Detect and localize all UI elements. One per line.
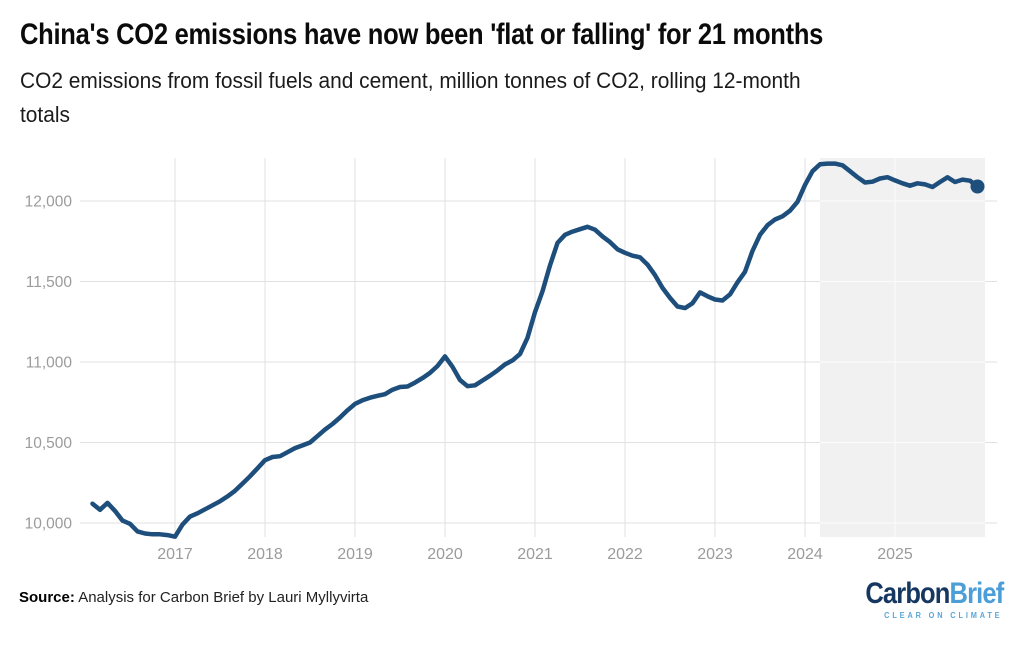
line-chart: 12,000 11,500 11,000 10,500 10,000 2017 … xyxy=(25,158,997,563)
y-tick-label: 10,500 xyxy=(25,435,73,452)
logo-tagline: CLEAR ON CLIMATE xyxy=(883,611,1003,620)
y-tick-label: 10,000 xyxy=(25,516,73,533)
source-text: Analysis for Carbon Brief by Lauri Mylly… xyxy=(74,589,369,606)
emissions-line xyxy=(90,161,980,539)
chart-subtitle-line-1: CO2 emissions from fossil fuels and ceme… xyxy=(20,68,801,93)
y-tick-label: 11,000 xyxy=(26,355,73,372)
latest-point-dot xyxy=(970,179,985,194)
x-tick-label: 2017 xyxy=(157,546,193,563)
x-tick-label: 2018 xyxy=(247,546,283,563)
source-label: Source: xyxy=(19,589,75,606)
chart-subtitle-line-2: totals xyxy=(20,102,70,127)
x-tick-label: 2021 xyxy=(517,546,553,563)
emissions-series xyxy=(90,161,985,539)
carbonbrief-logo: CarbonBrief CLEAR ON CLIMATE xyxy=(841,577,1004,621)
highlight-band xyxy=(820,158,985,537)
x-tick-label: 2019 xyxy=(337,546,373,563)
y-axis-labels: 12,000 11,500 11,000 10,500 10,000 xyxy=(25,194,73,533)
y-tick-label: 11,500 xyxy=(26,274,73,291)
x-tick-label: 2025 xyxy=(877,546,913,563)
chart-title: China's CO2 emissions have now been 'fla… xyxy=(20,18,824,51)
source-line: Source: Analysis for Carbon Brief by Lau… xyxy=(19,589,368,606)
chart-subtitle: CO2 emissions from fossil fuels and ceme… xyxy=(20,64,801,132)
gridlines-inside-band xyxy=(820,158,985,537)
logo-carbon-text: Carbon xyxy=(864,577,950,610)
x-tick-label: 2020 xyxy=(427,546,463,563)
y-tick-label: 12,000 xyxy=(25,194,73,211)
carbonbrief-wordmark: CarbonBrief xyxy=(864,577,1004,610)
highlight-band-group xyxy=(820,158,985,537)
x-tick-label: 2022 xyxy=(607,546,643,563)
x-axis-labels: 2017 2018 2019 2020 2021 2022 2023 2024 … xyxy=(157,546,913,563)
logo-brief-text: Brief xyxy=(949,577,1004,610)
x-tick-label: 2023 xyxy=(697,546,733,563)
x-tick-label: 2024 xyxy=(787,546,823,563)
